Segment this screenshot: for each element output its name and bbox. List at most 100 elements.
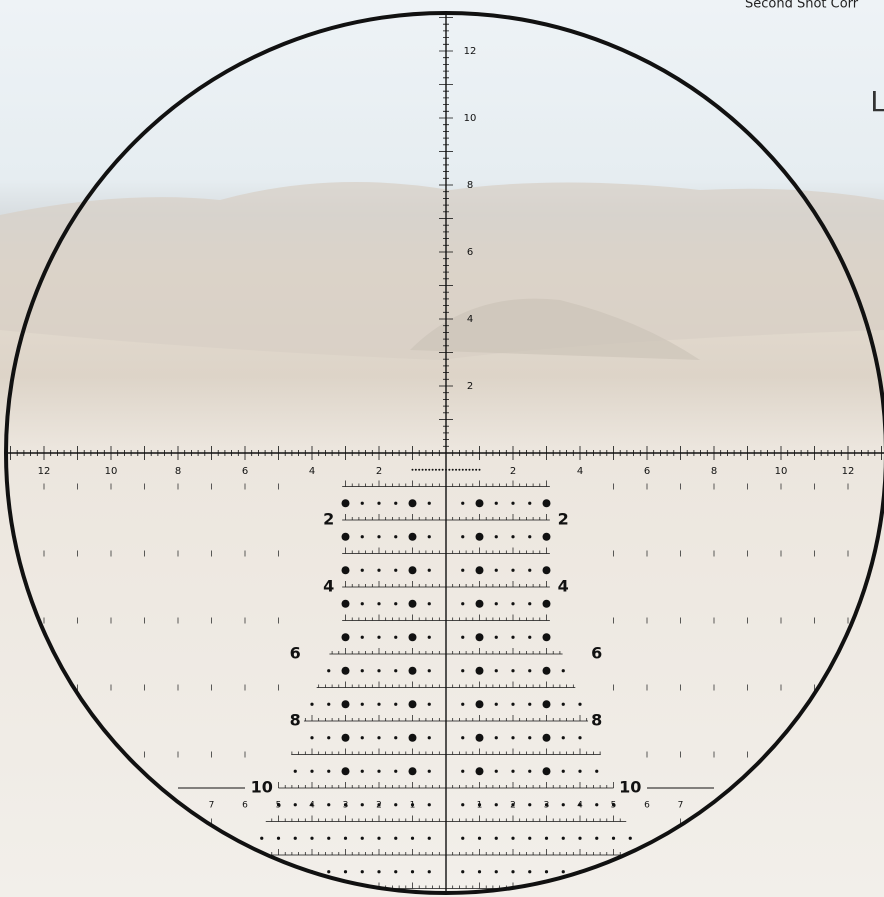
horizontal-scale-label: 6	[644, 466, 650, 477]
dot	[341, 700, 350, 709]
dot	[394, 501, 398, 505]
vertical-scale-label: 4	[467, 314, 473, 325]
dot	[477, 870, 482, 874]
dot	[528, 501, 532, 505]
dot	[611, 836, 616, 840]
dot	[542, 532, 551, 541]
tree-label: 8	[290, 711, 301, 730]
dot	[528, 568, 532, 572]
dot	[360, 568, 364, 572]
dot	[438, 468, 441, 471]
dot	[377, 803, 381, 807]
dot	[494, 669, 498, 673]
wind-label: 2	[510, 800, 516, 810]
dot	[477, 836, 482, 840]
dot	[511, 568, 515, 572]
dot	[408, 767, 417, 776]
dot	[310, 769, 314, 773]
dot	[494, 535, 498, 539]
dot	[327, 736, 331, 740]
tree-label: 4	[558, 577, 569, 596]
dot	[394, 803, 398, 807]
wind-label: 7	[678, 800, 684, 810]
dot	[394, 635, 398, 639]
dot	[542, 566, 551, 575]
dot	[360, 803, 364, 807]
dot	[276, 836, 281, 840]
dot	[578, 702, 582, 706]
dot	[427, 602, 431, 606]
dot	[511, 803, 515, 807]
horizontal-scale-label: 12	[842, 466, 855, 477]
dot	[310, 836, 314, 840]
horizontal-scale-label: 4	[577, 466, 583, 477]
horizontal-scale-label: 12	[38, 466, 51, 477]
dot	[542, 733, 551, 742]
dot	[511, 669, 515, 673]
dot	[427, 669, 431, 673]
dot	[528, 535, 532, 539]
dot	[578, 836, 582, 840]
dot	[542, 499, 551, 508]
dot	[421, 468, 424, 471]
vertical-scale-label: 2	[467, 381, 473, 392]
dot	[561, 736, 565, 740]
dot	[434, 468, 437, 471]
wind-label: 2	[376, 800, 382, 810]
dot	[327, 870, 331, 874]
dot	[461, 568, 465, 572]
wind-label: 1	[410, 800, 416, 810]
dot	[511, 702, 515, 706]
dot	[341, 532, 350, 541]
dot	[595, 803, 599, 807]
dot	[528, 836, 532, 840]
dot	[377, 535, 381, 539]
dot	[377, 669, 381, 673]
dot	[394, 669, 398, 673]
dot	[360, 669, 364, 673]
vertical-scale-label: 6	[467, 247, 473, 258]
dot	[408, 532, 417, 541]
dot	[394, 702, 398, 706]
dot	[461, 870, 465, 874]
dot	[475, 499, 484, 508]
dot	[461, 669, 465, 673]
dot	[360, 635, 364, 639]
dot	[327, 803, 331, 807]
tree-label: 2	[323, 510, 334, 529]
dot	[377, 568, 381, 572]
dot	[475, 532, 484, 541]
dot	[343, 803, 348, 807]
dot	[327, 769, 331, 773]
wind-label: 7	[209, 800, 215, 810]
vertical-scale-label: 10	[464, 113, 477, 124]
dot	[293, 769, 297, 773]
dot	[408, 666, 417, 675]
dot	[293, 803, 297, 807]
horizontal-scale-label: 6	[242, 466, 248, 477]
dot	[511, 501, 515, 505]
dot	[471, 468, 474, 471]
dot	[427, 870, 431, 874]
dot	[511, 736, 515, 740]
dot	[494, 736, 498, 740]
dot	[628, 836, 632, 840]
dot	[427, 736, 431, 740]
wind-label: 5	[611, 800, 617, 810]
dot	[475, 767, 484, 776]
wind-label: 6	[242, 800, 248, 810]
dot	[360, 870, 364, 874]
dot	[441, 468, 444, 471]
dot	[418, 468, 421, 471]
dot	[511, 602, 515, 606]
tree-label: 10	[619, 778, 641, 797]
side-text: L	[870, 85, 884, 118]
dot	[542, 599, 551, 608]
wind-label: 1	[477, 800, 483, 810]
dot	[475, 733, 484, 742]
dot	[448, 468, 451, 471]
dot	[360, 501, 364, 505]
tree-label: 10	[251, 778, 273, 797]
dot	[327, 836, 331, 840]
dot	[477, 803, 482, 807]
